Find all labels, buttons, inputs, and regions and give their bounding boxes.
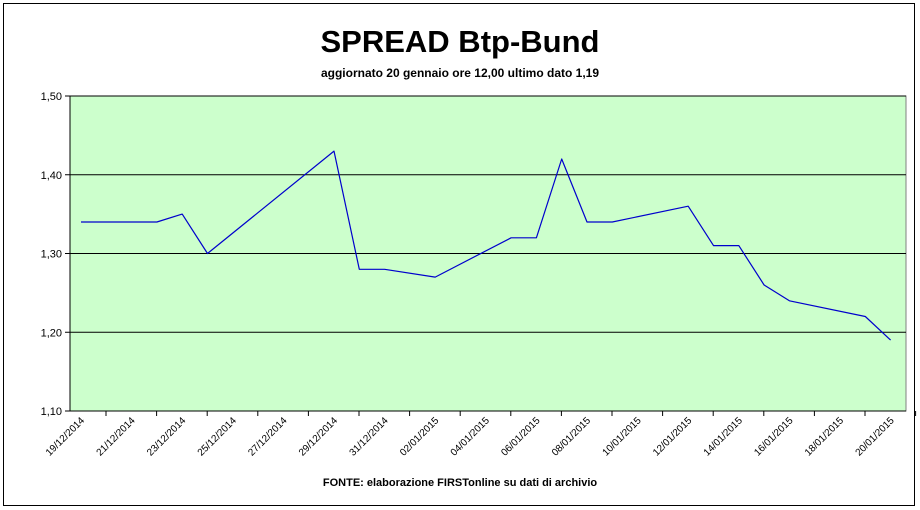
- y-tick-label: 1,20: [41, 327, 62, 339]
- x-tick-label: 25/12/2014: [196, 415, 239, 458]
- x-tick-label: 06/01/2015: [499, 415, 542, 458]
- x-tick-label: 21/12/2014: [95, 415, 138, 458]
- x-tick-label: 20/01/2015: [854, 415, 897, 458]
- chart-source: FONTE: elaborazione FIRSTonline su dati …: [322, 477, 598, 489]
- x-tick-label: 27/12/2014: [246, 415, 289, 458]
- series-line: [81, 150, 892, 341]
- y-axis-ticks: 1,10 1,20 1,30 1,40 1,50: [41, 91, 70, 418]
- y-tick-label: 1,10: [41, 406, 62, 418]
- y-tick-label: 1,40: [41, 170, 62, 182]
- x-tick-label: 18/01/2015: [803, 415, 846, 458]
- y-tick-label: 1,30: [41, 249, 62, 261]
- x-tick-label: 31/12/2014: [348, 415, 391, 458]
- chart-title: SPREAD Btp-Bund: [320, 24, 600, 59]
- series-group: [81, 150, 892, 341]
- x-tick-label: 04/01/2015: [449, 415, 492, 458]
- x-tick-label: 23/12/2014: [145, 415, 188, 458]
- y-tick-label: 1,50: [41, 91, 62, 103]
- x-tick-label: 29/12/2014: [297, 415, 340, 458]
- x-tick-label: 14/01/2015: [702, 415, 745, 458]
- chart-subtitle: aggiornato 20 gennaio ore 12,00 ultimo d…: [320, 66, 600, 80]
- x-tick-label: 08/01/2015: [550, 415, 593, 458]
- x-tick-label: 16/01/2015: [752, 415, 795, 458]
- x-tick-label: 19/12/2014: [44, 415, 87, 458]
- x-axis-ticks: 19/12/2014 21/12/2014 23/12/2014 25/12/2014…: [44, 411, 917, 459]
- gridlines: [70, 95, 906, 333]
- x-tick-label: 02/01/2015: [398, 415, 441, 458]
- x-tick-label: 12/01/2015: [651, 415, 694, 458]
- x-tick-label: 10/01/2015: [601, 415, 644, 458]
